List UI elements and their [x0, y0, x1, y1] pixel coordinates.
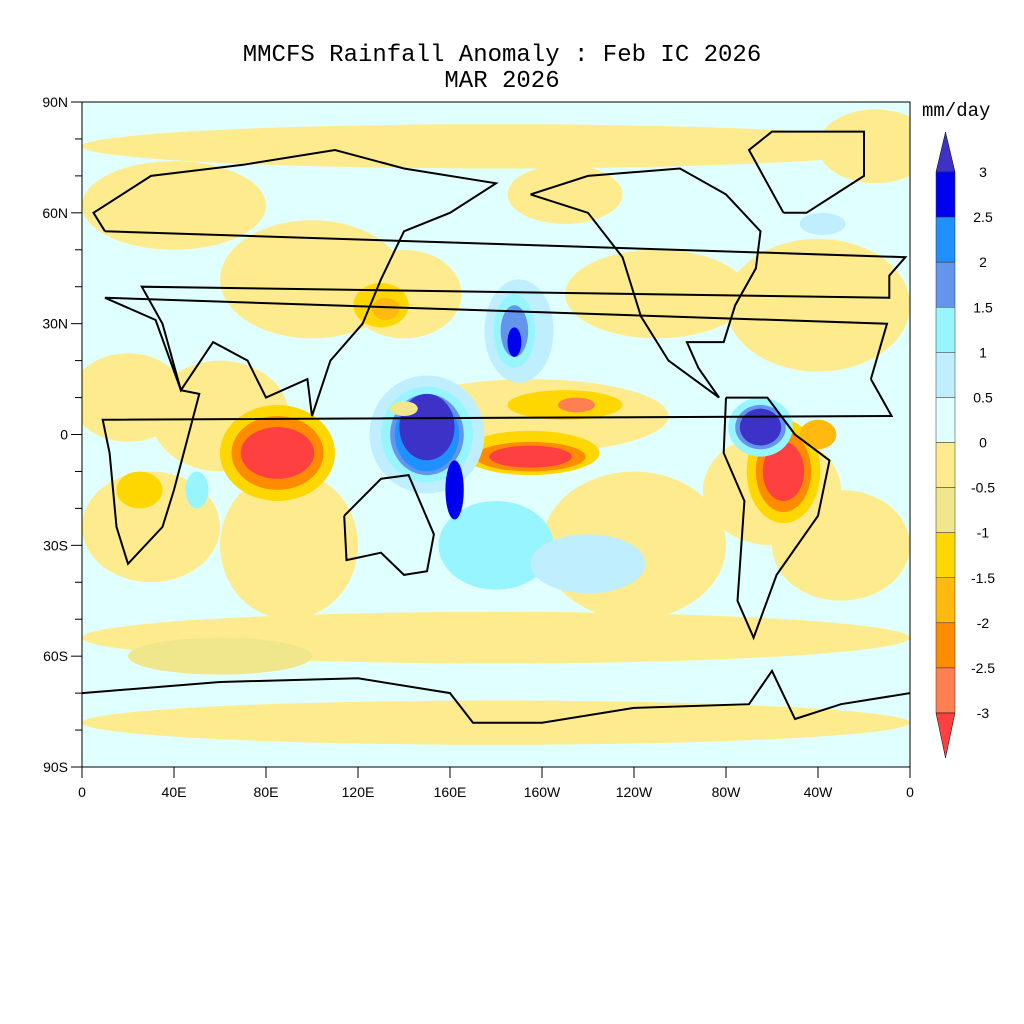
anomaly-contour — [489, 445, 572, 468]
colorbar-label: -2.5 — [971, 660, 995, 676]
colorbar-box — [935, 307, 956, 353]
anomaly-contour — [82, 471, 220, 583]
colorbar-box — [935, 171, 956, 218]
colorbar-label: -1.5 — [971, 570, 995, 586]
anomaly-contour — [240, 427, 315, 479]
colorbar-triangle-low — [935, 712, 956, 759]
colorbar-box — [935, 216, 956, 263]
colorbar-box — [935, 667, 956, 714]
colorbar-box — [935, 352, 956, 398]
anomaly-contour — [799, 212, 846, 235]
lat-label: 30S — [43, 537, 68, 553]
colorbar-box — [935, 442, 956, 488]
lat-label: 60S — [43, 648, 68, 664]
colorbar-triangle-high — [935, 131, 956, 173]
colorbar-label: 2 — [979, 254, 987, 270]
lat-label: 90S — [43, 759, 68, 775]
lat-label: 0 — [60, 427, 68, 443]
anomaly-contour — [371, 297, 400, 320]
anomaly-contour — [116, 471, 163, 509]
anomaly-contour — [739, 408, 782, 446]
lon-label: 80E — [254, 784, 279, 800]
coastline-greenland — [747, 130, 865, 214]
colorbar-box — [935, 397, 956, 443]
colorbar-label: 1 — [979, 344, 987, 360]
anomaly-contour — [128, 637, 312, 675]
anomaly-contour — [558, 397, 595, 413]
colorbar-label: 2.5 — [973, 209, 993, 225]
anomaly-contour — [818, 109, 910, 184]
lat-label: 90N — [42, 94, 68, 110]
lon-label: 160W — [524, 784, 561, 800]
anomaly-contour — [220, 471, 358, 620]
lon-label: 40W — [804, 784, 834, 800]
anomaly-contour — [507, 327, 522, 357]
anomaly-field — [82, 102, 910, 767]
anomaly-contour — [390, 401, 418, 417]
lat-label: 30N — [42, 316, 68, 332]
anomaly-contour — [726, 238, 910, 372]
lon-label: 40E — [162, 784, 187, 800]
anomaly-contour — [185, 471, 209, 509]
anomaly-contour — [799, 419, 837, 450]
anomaly-contour — [772, 489, 910, 601]
colorbar-label: -2 — [977, 615, 990, 631]
coastline-antarctica — [82, 668, 910, 724]
lon-label: 80W — [712, 784, 742, 800]
colorbar-label: 3 — [979, 164, 987, 180]
coastline-south-america — [722, 396, 831, 641]
coastline-eurasia — [92, 148, 908, 417]
anomaly-contour — [82, 161, 266, 250]
chart-title: MMCFS Rainfall Anomaly : Feb IC 2026 — [242, 42, 762, 69]
coastlines — [82, 130, 910, 724]
lon-label: 0 — [78, 784, 86, 800]
anomaly-contour — [507, 164, 623, 224]
lon-label: 160E — [434, 784, 467, 800]
lon-label: 120W — [616, 784, 653, 800]
colorbar-box — [935, 532, 956, 579]
colorbar-box — [935, 622, 956, 669]
anomaly-contour — [762, 441, 805, 501]
lat-label: 60N — [42, 205, 68, 221]
colorbar-label: -1 — [977, 525, 990, 541]
colorbar-units: mm/day — [922, 100, 991, 122]
colorbar-label: 0 — [979, 435, 987, 451]
colorbar-label: 1.5 — [973, 299, 993, 315]
colorbar-box — [935, 487, 956, 533]
colorbar-label: -0.5 — [971, 480, 995, 496]
anomaly-contour — [530, 534, 646, 594]
lon-label: 120E — [342, 784, 375, 800]
colorbar-label: 0.5 — [973, 389, 993, 405]
anomaly-contour — [445, 460, 464, 520]
coastline-africa — [101, 296, 894, 566]
anomaly-contour — [438, 501, 554, 590]
colorbar-box — [935, 577, 956, 624]
colorbar-box — [935, 261, 956, 308]
colorbar-label: -3 — [977, 705, 990, 721]
lon-label: 0 — [906, 784, 914, 800]
coastline-north-america — [530, 167, 762, 399]
chart-subtitle: MAR 2026 — [444, 68, 560, 95]
coastline-australia — [343, 474, 435, 576]
